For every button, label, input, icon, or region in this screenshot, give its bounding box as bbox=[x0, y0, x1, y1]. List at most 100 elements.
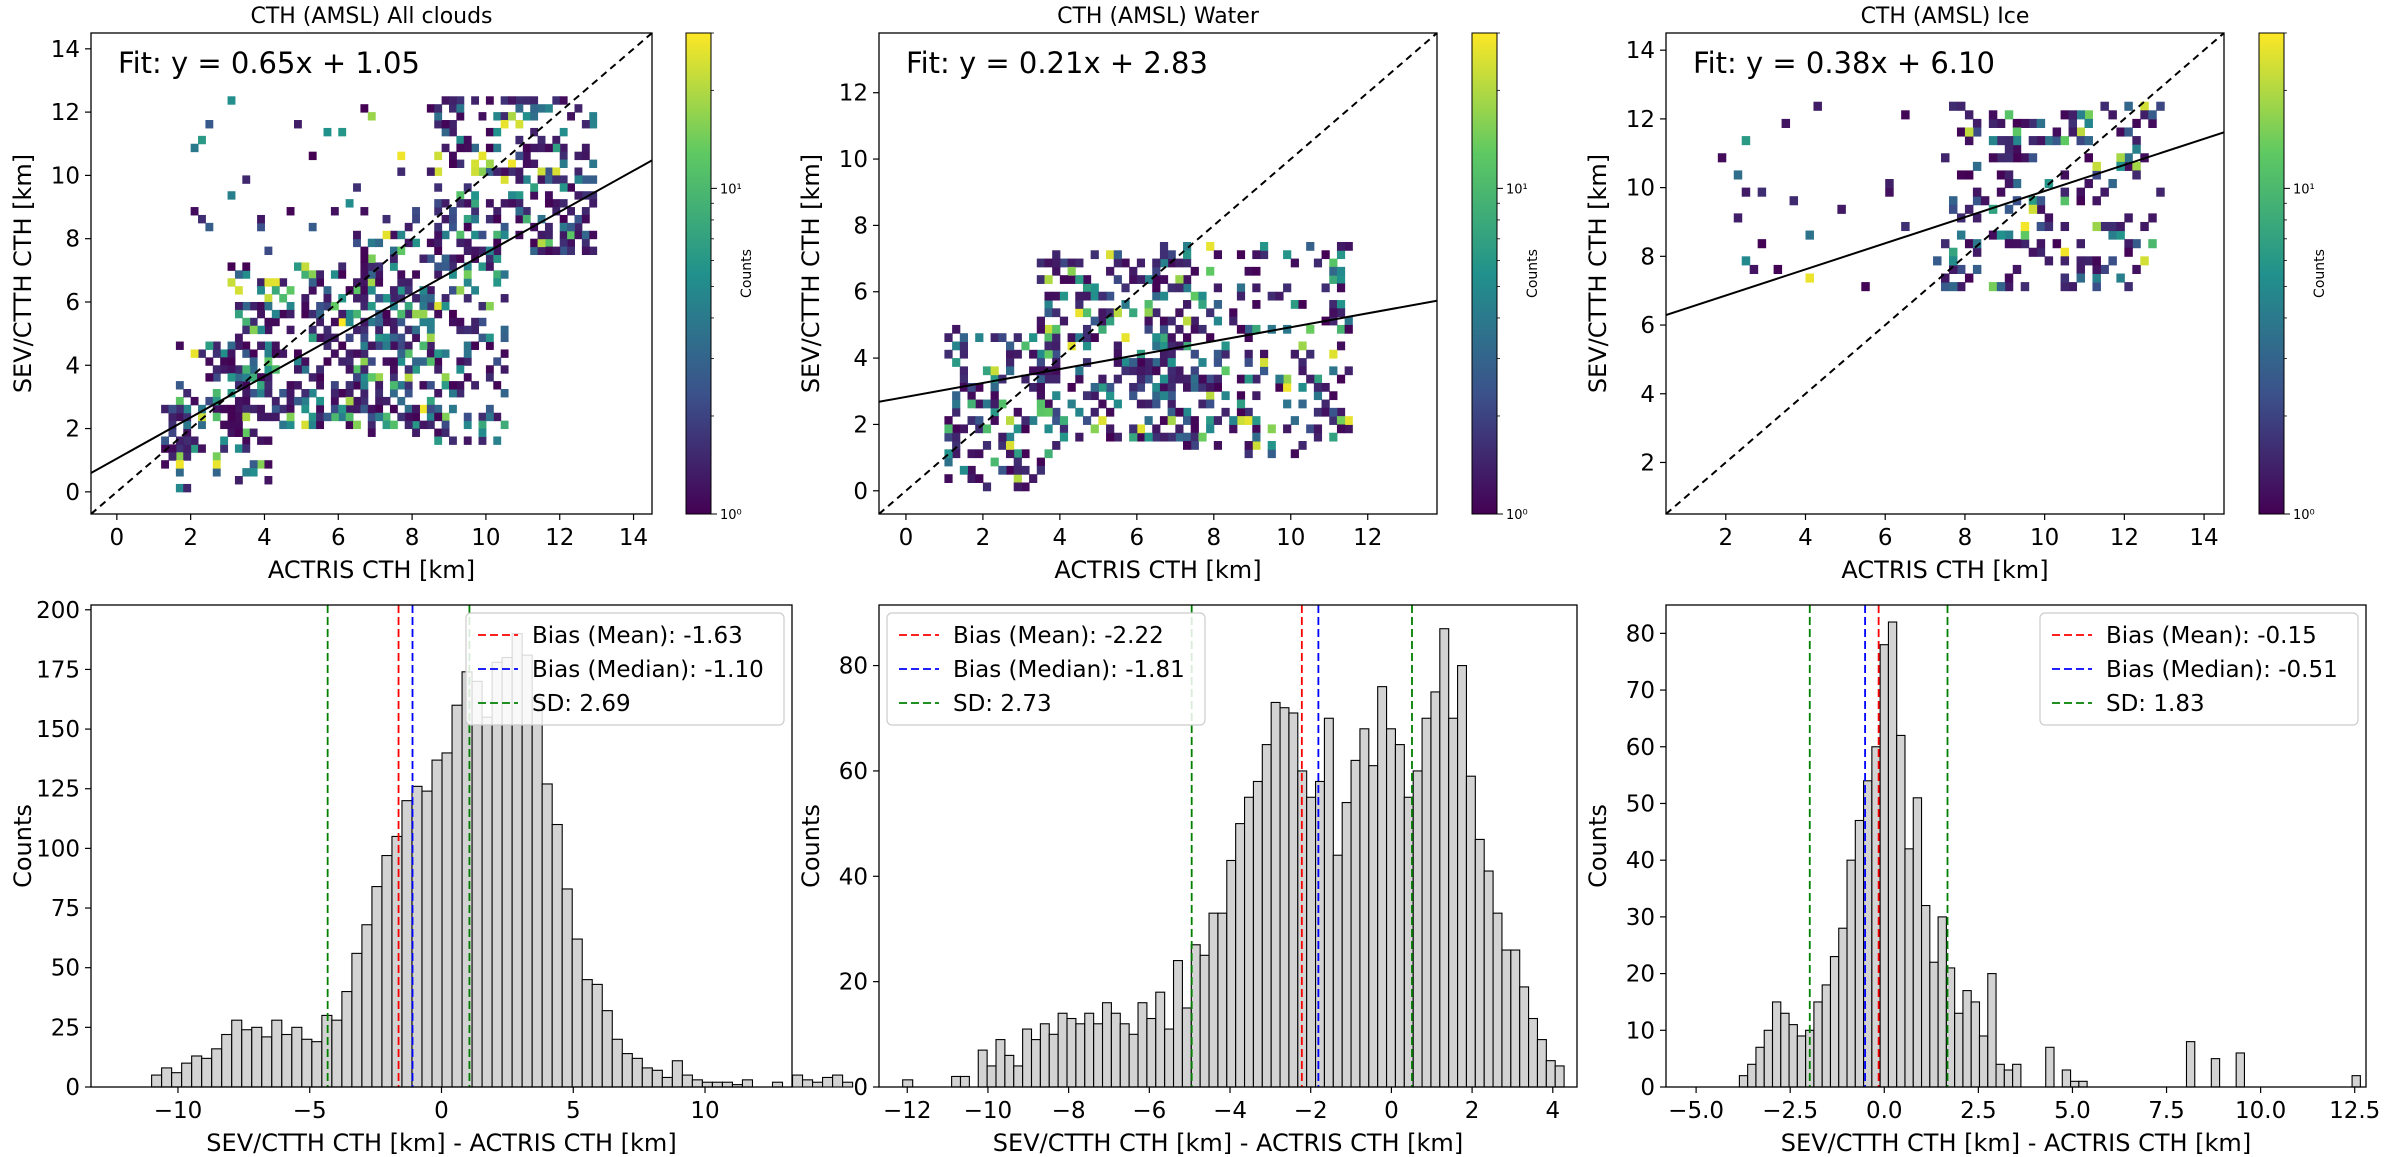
heatmap-cell bbox=[1329, 366, 1338, 376]
histogram-bar bbox=[241, 1029, 253, 1088]
histogram-bar bbox=[641, 1067, 653, 1088]
heatmap-cell bbox=[360, 246, 369, 256]
plot-frame bbox=[1665, 604, 2367, 1088]
heatmap-cell bbox=[1052, 324, 1061, 334]
heatmap-cell bbox=[412, 333, 420, 343]
heatmap-cell bbox=[1013, 349, 1022, 359]
heatmap-cell bbox=[522, 159, 531, 168]
heatmap-cell bbox=[1152, 341, 1161, 351]
legend-entry: Bias (Mean): -0.15 bbox=[2106, 623, 2317, 649]
heatmap-cell bbox=[1329, 391, 1338, 401]
heatmap-cell bbox=[1244, 333, 1253, 343]
heatmap-cell bbox=[463, 436, 472, 445]
heatmap-cell bbox=[1206, 333, 1215, 343]
heatmap-cell bbox=[389, 373, 398, 382]
heatmap-cell bbox=[1167, 374, 1176, 384]
heatmap-cell bbox=[345, 412, 354, 422]
heatmap-cell bbox=[2060, 196, 2070, 206]
heatmap-cell bbox=[1067, 341, 1076, 351]
histogram-bar bbox=[1261, 744, 1272, 1088]
heatmap-cell bbox=[463, 262, 472, 271]
heatmap-cell bbox=[360, 270, 369, 279]
heatmap-cell bbox=[1183, 283, 1192, 293]
heatmap-cell bbox=[1136, 382, 1146, 392]
heatmap-cell bbox=[367, 404, 376, 414]
heatmap-cell bbox=[559, 199, 568, 208]
heatmap-cell bbox=[323, 333, 332, 343]
heatmap-cell bbox=[434, 270, 443, 279]
heatmap-cell bbox=[301, 262, 310, 271]
heatmap-cell bbox=[1988, 153, 1998, 163]
heatmap-cell bbox=[1136, 432, 1146, 442]
histogram-bar bbox=[1039, 1023, 1050, 1088]
heatmap-cell bbox=[382, 309, 391, 319]
heatmap-cell bbox=[434, 262, 443, 271]
heatmap-cell bbox=[1190, 266, 1199, 276]
heatmap-cell bbox=[485, 143, 494, 153]
heatmap-cell bbox=[360, 207, 369, 216]
heatmap-cell bbox=[212, 396, 221, 406]
heatmap-cell bbox=[1082, 308, 1092, 318]
heatmap-cell bbox=[375, 317, 384, 327]
histogram-bar bbox=[1474, 838, 1485, 1088]
heatmap-cell bbox=[1941, 273, 1950, 283]
histogram-bar bbox=[441, 752, 453, 1088]
histogram-bar bbox=[461, 671, 473, 1088]
heatmap-cell bbox=[2092, 273, 2101, 283]
heatmap-cell bbox=[1144, 308, 1153, 318]
heatmap-cell bbox=[190, 349, 199, 358]
heatmap-cell bbox=[375, 381, 384, 390]
heatmap-cell bbox=[264, 325, 273, 335]
heatmap-cell bbox=[1098, 308, 1107, 318]
heatmap-cell bbox=[1236, 391, 1246, 401]
x-tick-label: −10 bbox=[964, 1098, 1013, 1124]
histogram-bar bbox=[1146, 1017, 1157, 1088]
heatmap-cell bbox=[1144, 374, 1153, 384]
heatmap-cell bbox=[183, 404, 192, 414]
heatmap-cell bbox=[1183, 382, 1192, 392]
heatmap-cell bbox=[567, 183, 575, 192]
heatmap-cell bbox=[1159, 258, 1169, 268]
heatmap-cell bbox=[404, 420, 413, 430]
heatmap-cell bbox=[264, 476, 273, 485]
heatmap-cell bbox=[227, 365, 236, 374]
heatmap-cell bbox=[345, 199, 354, 208]
heatmap-cell bbox=[449, 381, 457, 390]
y-tick-label: 2 bbox=[65, 417, 80, 443]
heatmap-cell bbox=[1244, 407, 1253, 417]
heatmap-cell bbox=[1090, 391, 1099, 401]
heatmap-cell bbox=[1059, 316, 1069, 326]
histogram-bar bbox=[1763, 1029, 1774, 1088]
heatmap-cell bbox=[212, 373, 221, 382]
heatmap-cell bbox=[382, 396, 391, 406]
heatmap-cell bbox=[1044, 275, 1053, 284]
heatmap-cell bbox=[456, 357, 465, 366]
heatmap-cell bbox=[190, 143, 199, 153]
heatmap-cell bbox=[1167, 399, 1176, 409]
colorbar-tick-label: 10⁰ bbox=[720, 508, 742, 523]
histogram-bar bbox=[1119, 1023, 1130, 1088]
x-tick-label: 10 bbox=[1276, 525, 1305, 551]
heatmap-cell bbox=[367, 112, 376, 121]
heatmap-cell bbox=[2124, 239, 2133, 249]
heatmap-cell bbox=[1136, 424, 1146, 434]
heatmap-cell bbox=[982, 399, 992, 409]
heatmap-cell bbox=[589, 120, 598, 129]
heatmap-cell bbox=[426, 317, 435, 327]
heatmap-cell bbox=[1213, 358, 1222, 367]
histogram-bar bbox=[381, 854, 393, 1088]
heatmap-cell bbox=[338, 294, 347, 303]
heatmap-cell bbox=[353, 294, 361, 303]
heatmap-cell bbox=[286, 412, 295, 422]
heatmap-cell bbox=[478, 151, 487, 161]
heatmap-cell bbox=[1244, 441, 1253, 450]
heatmap-cell bbox=[1252, 391, 1261, 401]
heatmap-cell bbox=[544, 167, 553, 176]
heatmap-cell bbox=[1964, 127, 1974, 137]
histogram-bar bbox=[1829, 956, 1840, 1088]
heatmap-cell bbox=[257, 222, 265, 232]
heatmap-cell bbox=[1757, 187, 1767, 197]
heatmap-cell bbox=[279, 278, 288, 287]
heatmap-cell bbox=[1190, 441, 1199, 450]
